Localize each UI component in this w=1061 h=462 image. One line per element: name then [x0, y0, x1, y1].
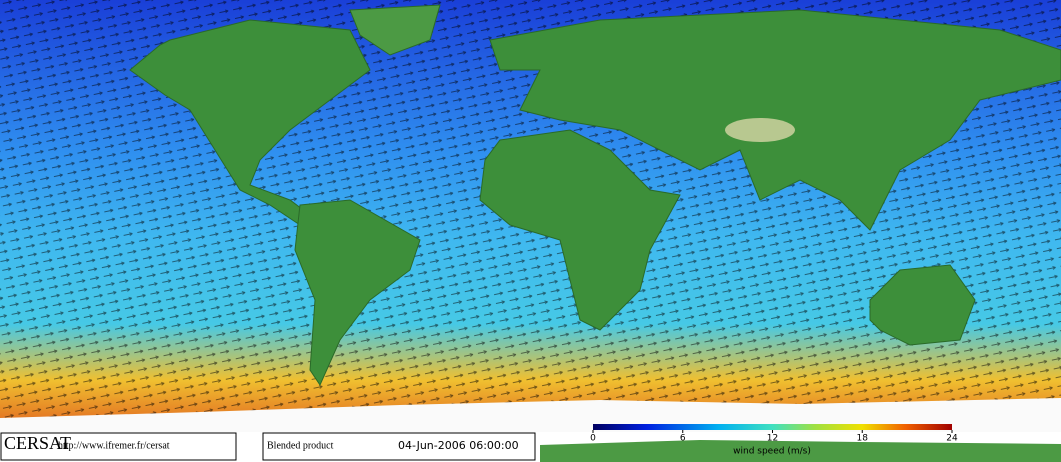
colorbar-tick-label: 0 — [590, 434, 596, 444]
logo-box — [0, 432, 237, 461]
colorbar — [593, 424, 952, 430]
timestamp: 04-Jun-2006 06:00:00 — [398, 439, 519, 452]
product-box — [262, 432, 536, 461]
colorbar-tick-label: 18 — [857, 434, 869, 444]
logo: CERSAT — [4, 433, 71, 453]
colorbar-tick-label: 12 — [767, 434, 778, 444]
colorbar-label: wind speed (m/s) — [733, 447, 811, 457]
product: Blended product — [267, 440, 334, 451]
antarctica — [0, 398, 1061, 432]
land — [129, 4, 1061, 387]
colorbar-tick-label: 24 — [946, 434, 958, 444]
colorbar-tick-label: 6 — [680, 434, 686, 444]
url: http://www.ifremer.fr/cersat — [58, 440, 170, 451]
footer-land — [540, 440, 1061, 462]
